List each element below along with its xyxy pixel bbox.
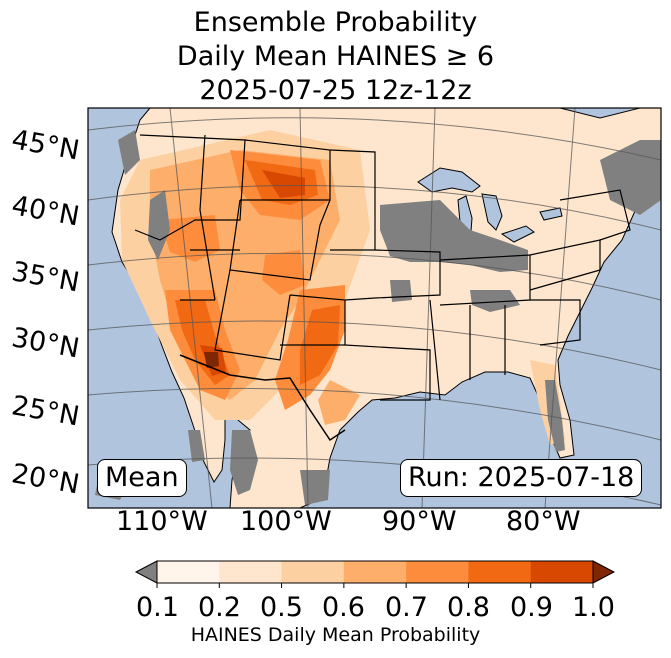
- colorbar-tick-marks: [156, 583, 594, 588]
- colorbar-bin: [406, 561, 469, 583]
- title-line-3: 2025-07-25 12z-12z: [199, 75, 472, 106]
- colorbar-tick-label: 0.8: [447, 592, 490, 623]
- lon-label-110: 110°W: [116, 506, 208, 537]
- colorbar-bin: [281, 561, 345, 583]
- colorbar-bin: [219, 561, 283, 583]
- title-line-1: Ensemble Probability: [193, 7, 478, 38]
- colorbar-over-triangle: [592, 560, 616, 584]
- lon-label-100: 100°W: [240, 506, 332, 537]
- colorbar-under-triangle: [134, 560, 158, 584]
- colorbar-tick-label: 0.6: [322, 592, 365, 623]
- colorbar-tick-label: 0.7: [385, 592, 428, 623]
- map-frame: [87, 107, 662, 509]
- colorbar: [134, 560, 616, 588]
- colorbar-tick-label: 0.5: [260, 592, 303, 623]
- mexico-border: [179, 354, 346, 442]
- title-line-2: Daily Mean HAINES ≥ 6: [176, 41, 495, 72]
- colorbar-tick-label: 0.1: [136, 592, 179, 623]
- colorbar-tick-label: 0.2: [198, 592, 241, 623]
- colorbar-label: HAINES Daily Mean Probability: [190, 624, 481, 646]
- colorbar-bin: [343, 561, 407, 583]
- state-borders: [134, 134, 631, 401]
- run-date-box: Run: 2025-07-18: [400, 459, 643, 497]
- stat-label-box: Mean: [97, 459, 187, 497]
- graticule: [88, 108, 661, 508]
- probability-patches: [120, 130, 565, 445]
- colorbar-bins: [157, 561, 594, 583]
- colorbar-frame: [156, 560, 594, 584]
- lon-label-90: 90°W: [382, 506, 457, 537]
- colorbar-bin: [530, 561, 594, 583]
- lon-label-80: 80°W: [506, 506, 581, 537]
- colorbar-bin: [468, 561, 532, 583]
- colorbar-tick-label: 1.0: [572, 592, 615, 623]
- colorbar-tick-label: 0.9: [510, 592, 553, 623]
- colorbar-bin: [157, 561, 220, 583]
